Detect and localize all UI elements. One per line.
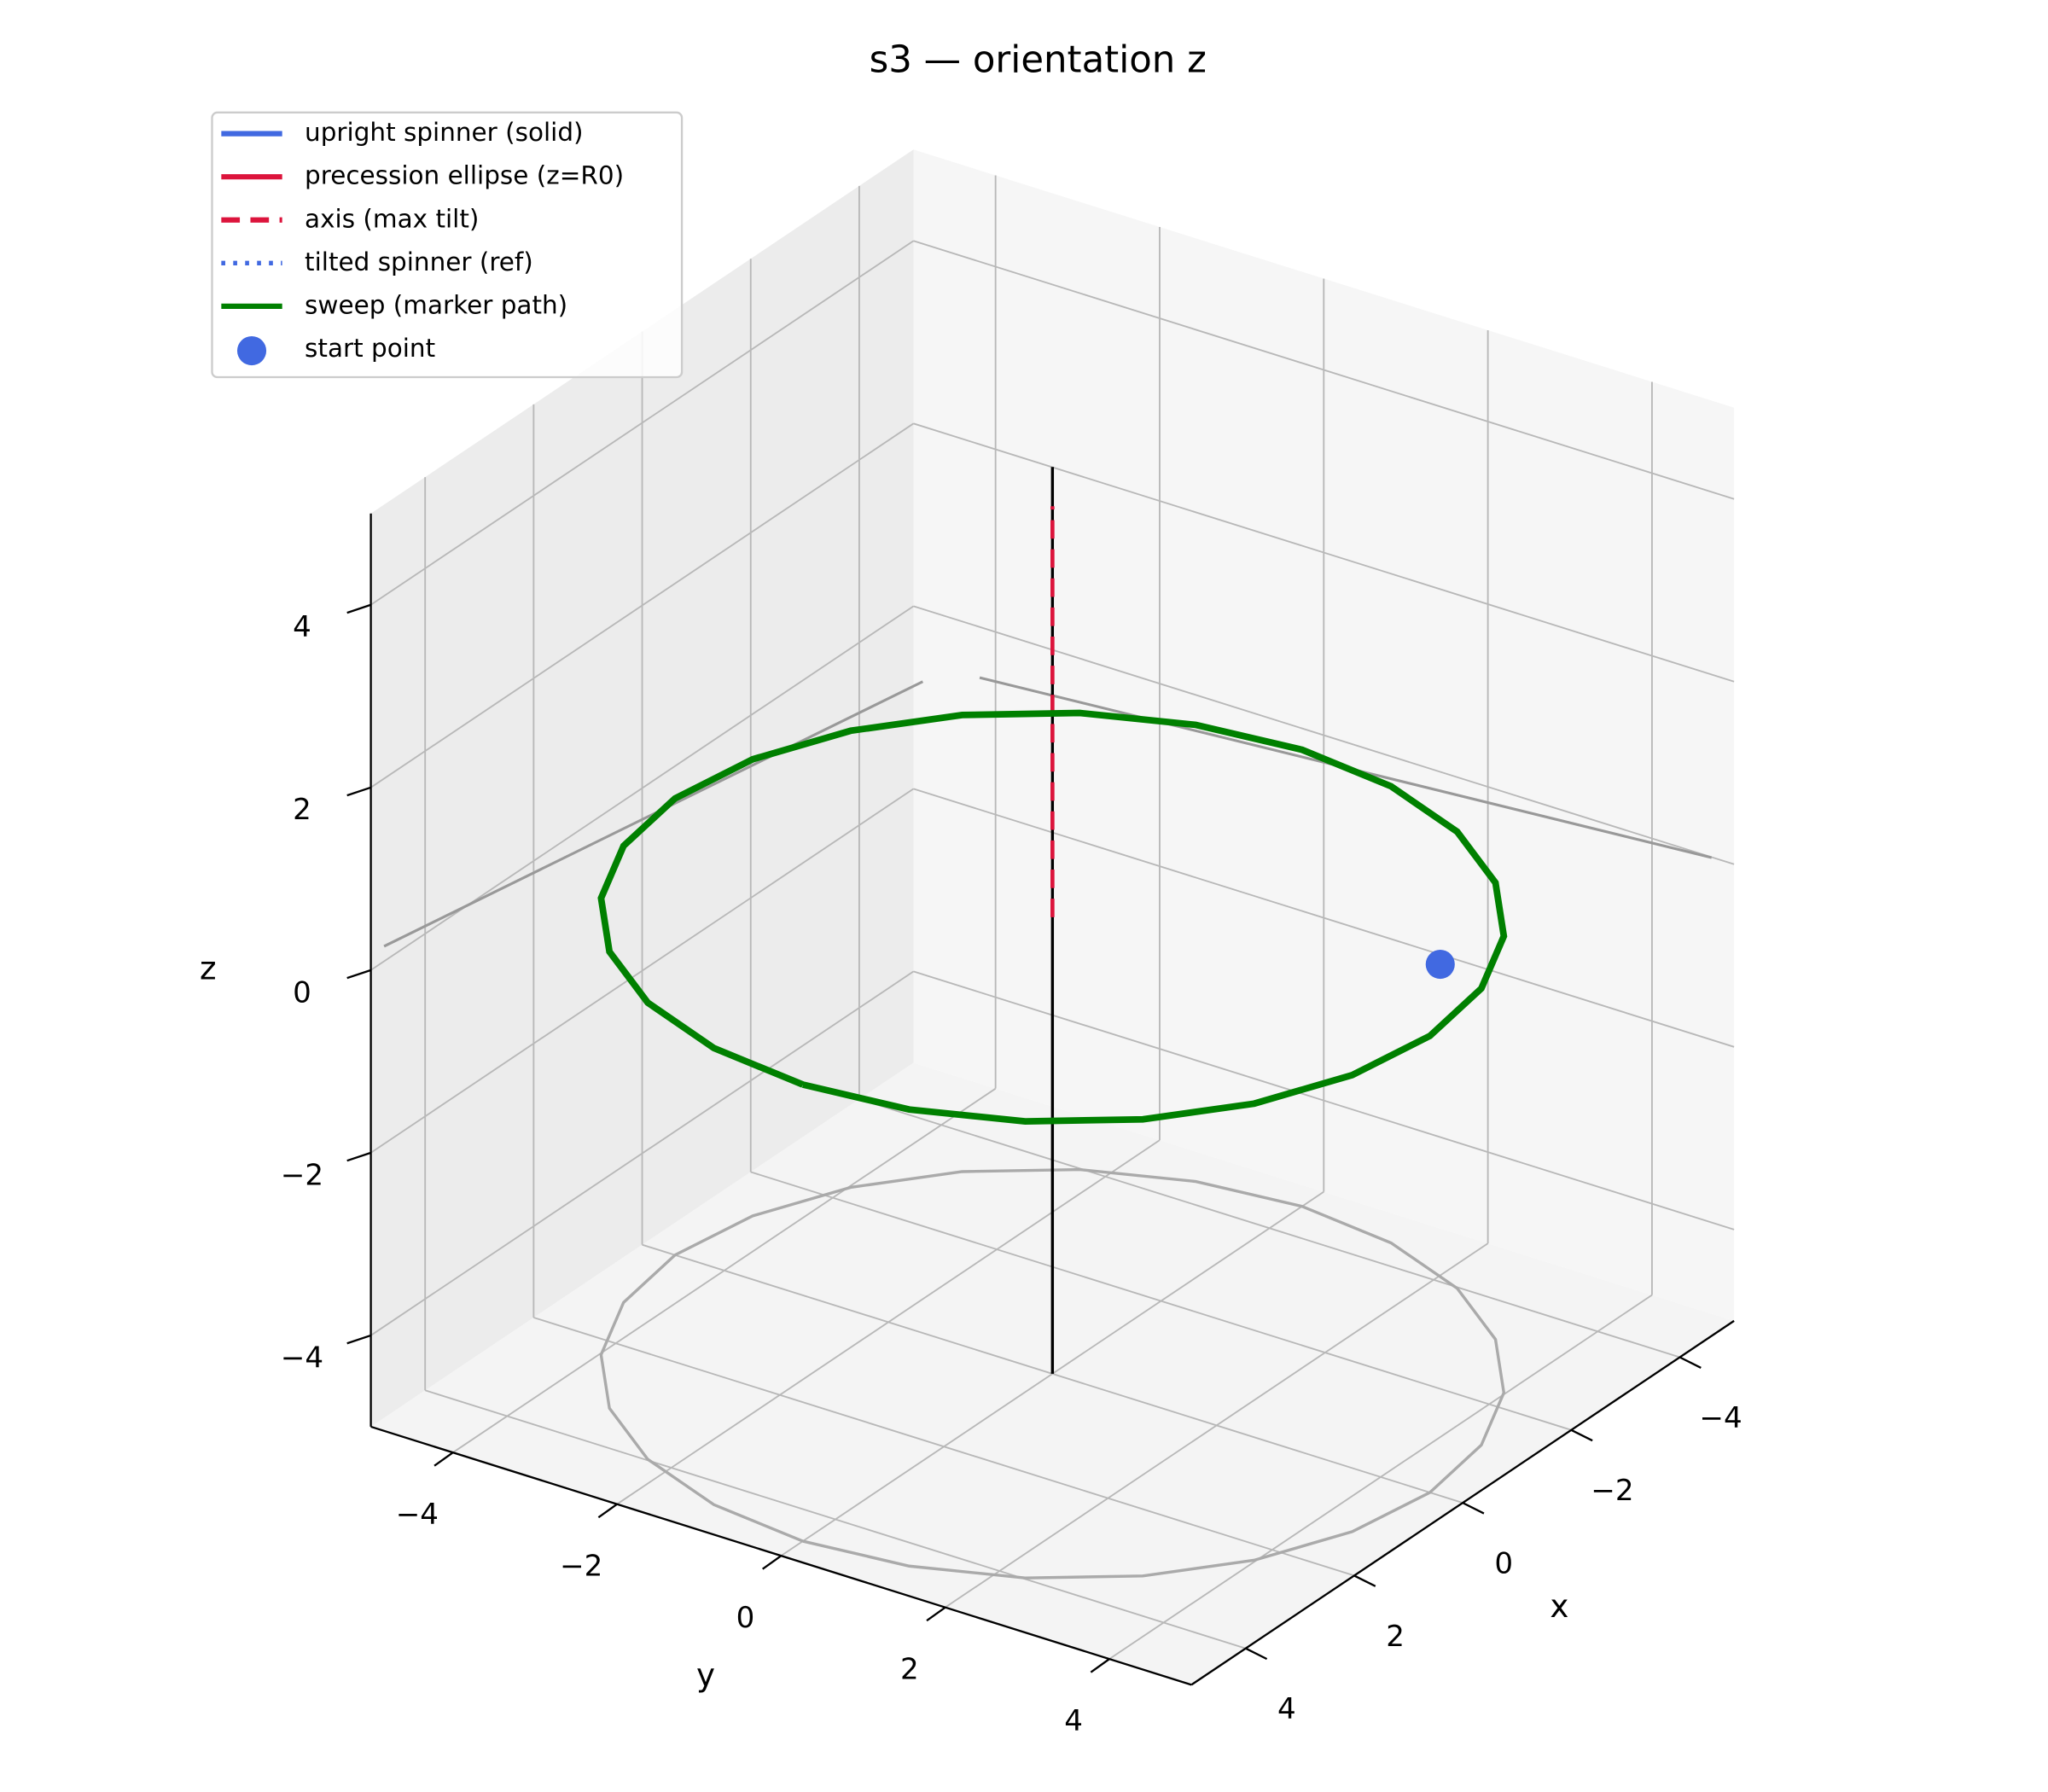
y-tick-label: −4	[396, 1498, 439, 1532]
legend-label: tilted spinner (ref)	[305, 247, 533, 276]
y-tick-label: −2	[560, 1550, 602, 1584]
grid-line	[913, 970, 1735, 1231]
y-tick	[762, 1555, 783, 1570]
grid-line	[913, 240, 1735, 500]
grid-line	[370, 788, 915, 1154]
legend-label: upright spinner (solid)	[305, 118, 584, 147]
legend-label: precession ellipse (z=R0)	[305, 161, 624, 190]
x-tick	[1570, 1428, 1593, 1442]
grid-line	[945, 1242, 1489, 1609]
grid-line	[913, 422, 1735, 683]
legend: upright spinner (solid) precession ellips…	[211, 111, 684, 379]
grid-line	[913, 788, 1735, 1048]
grid-line	[616, 1139, 1161, 1505]
x-tick	[1353, 1574, 1376, 1587]
x-tick-label: 4	[1277, 1692, 1296, 1726]
z-tick	[346, 603, 371, 614]
z-tick-label: 0	[293, 975, 311, 1009]
legend-label: start point	[305, 334, 435, 363]
series-line	[599, 1167, 1506, 1580]
x-tick	[1462, 1502, 1485, 1515]
z-tick	[346, 1334, 371, 1345]
grid-line	[1108, 1294, 1653, 1660]
grid-line	[913, 605, 1735, 865]
x-tick-label: −2	[1591, 1474, 1633, 1508]
legend-label: axis (max tilt)	[305, 204, 479, 233]
z-tick-label: −2	[281, 1158, 323, 1192]
x-axis-label: x	[1550, 1587, 1568, 1625]
x-tick-label: 0	[1494, 1547, 1513, 1581]
chart-title: s3 — orientation z	[870, 38, 1207, 81]
y-tick-label: 4	[1064, 1704, 1083, 1738]
z-tick	[346, 1151, 371, 1162]
legend-marker	[236, 335, 267, 366]
axes: −4 −2 0 2 4 −4 −2 0 2 4 −4 −2 0 2 4	[281, 513, 1743, 1738]
y-tick-label: 2	[900, 1653, 919, 1687]
series-line	[597, 709, 1508, 1126]
z-tick-label: 2	[293, 793, 311, 827]
grid-line	[370, 240, 915, 606]
x-tick-label: −4	[1699, 1401, 1742, 1435]
y-tick	[926, 1606, 946, 1622]
z-axis-label: z	[200, 949, 217, 986]
marks	[597, 467, 1508, 1580]
z-tick-label: −4	[281, 1341, 323, 1375]
z-tick-label: 4	[293, 610, 311, 644]
x-tick	[1245, 1647, 1268, 1661]
x-tick-label: 2	[1386, 1620, 1405, 1654]
legend-box	[211, 111, 684, 379]
z-tick	[346, 786, 371, 797]
x-tick	[1679, 1356, 1702, 1369]
start-point	[1425, 949, 1455, 980]
z-tick	[346, 969, 371, 980]
grid-line	[452, 1087, 997, 1453]
y-axis-label: y	[696, 1656, 715, 1694]
y-tick-label: 0	[736, 1601, 755, 1635]
grid-line	[370, 970, 915, 1336]
y-tick	[597, 1503, 618, 1519]
y-tick	[433, 1452, 454, 1467]
grid-line	[370, 422, 915, 788]
y-tick	[1090, 1658, 1110, 1673]
legend-label: sweep (marker path)	[305, 290, 567, 319]
